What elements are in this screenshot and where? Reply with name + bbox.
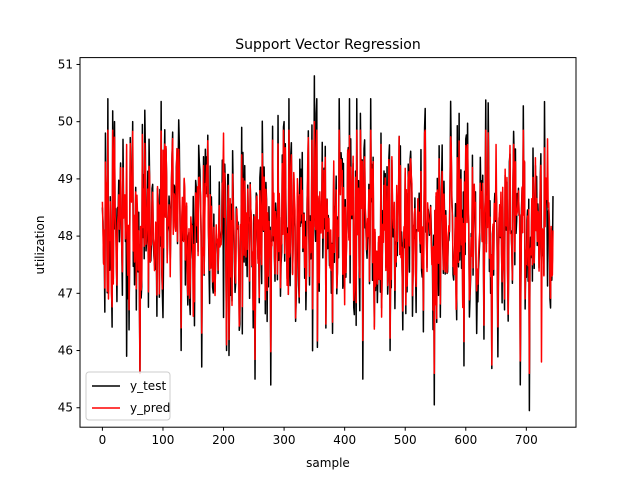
plot-frame: [79, 57, 577, 428]
legend: y_test y_pred: [85, 371, 171, 421]
x-tick-label: 300: [273, 433, 296, 447]
legend-label-y-test: y_test: [130, 379, 166, 393]
plot-area: [101, 75, 554, 412]
y-tick-label: 49: [58, 172, 73, 186]
x-tick-label: 500: [394, 433, 417, 447]
y-tick-label: 50: [58, 115, 73, 129]
y-tick-label: 51: [58, 57, 73, 71]
y-axis-ticks: 45 46 47 48 49 50 51: [58, 57, 80, 415]
x-axis-ticks: 0 100 200 300 400 500 600 700: [99, 427, 538, 447]
x-axis-title: sample: [306, 456, 350, 470]
x-tick-label: 400: [333, 433, 356, 447]
x-tick-label: 200: [212, 433, 235, 447]
x-tick-label: 100: [152, 433, 175, 447]
x-tick-label: 600: [454, 433, 477, 447]
series-line-y-pred: [101, 120, 554, 375]
series-line-y-test: [101, 75, 554, 412]
y-tick-label: 47: [58, 286, 73, 300]
y-tick-label: 48: [58, 229, 73, 243]
chart-title: Support Vector Regression: [235, 37, 420, 53]
y-tick-label: 45: [58, 401, 73, 415]
x-tick-label: 0: [99, 433, 107, 447]
x-tick-label: 700: [515, 433, 538, 447]
legend-label-y-pred: y_pred: [130, 401, 170, 415]
y-tick-label: 46: [58, 344, 73, 358]
y-axis-title: utilization: [33, 216, 47, 275]
